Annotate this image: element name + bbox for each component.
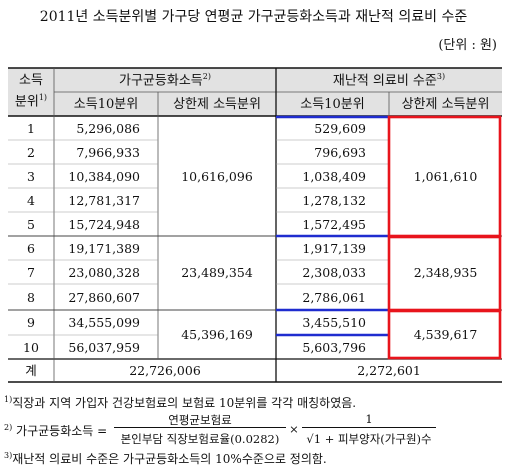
group1-header: 가구균등화소득2) — [119, 72, 211, 89]
subheader-decile-1: 소득10분위 — [73, 97, 139, 112]
subheader-decile-2: 소득10분위 — [300, 97, 365, 112]
cost-value: 1,038,409 — [302, 169, 366, 184]
income-value: 12,781,317 — [68, 193, 140, 208]
decile-label: 3 — [27, 169, 35, 184]
table-grid — [8, 67, 502, 383]
income-value: 19,171,389 — [68, 241, 140, 256]
cost-value: 2,786,061 — [302, 290, 366, 305]
formula-fraction-bar-1 — [114, 427, 286, 428]
cost-value: 1,917,139 — [302, 241, 366, 256]
data-table: 소득 분위1) 가구균등화소득2) 재난적 의료비 수준3) 소득10분위 상한… — [8, 60, 502, 383]
decile-label: 2 — [27, 145, 35, 160]
formula-denominator-1: 본인부담 직장보험료율(0.0282) — [120, 432, 280, 446]
decile-label: 1 — [27, 121, 35, 136]
income-value: 7,966,933 — [76, 145, 140, 160]
row-separators — [8, 139, 389, 336]
table-title: 2011년 소득분위별 가구당 연평균 가구균등화소득과 재난적 의료비 수준 — [39, 9, 468, 25]
blue-highlight-lines — [276, 115, 389, 337]
red-highlight-boxes — [387, 115, 502, 360]
decile-label: 7 — [27, 265, 35, 280]
formula-numerator-2: 1 — [365, 412, 373, 426]
row-header-top: 소득 — [19, 73, 43, 88]
cost-value: 529,609 — [314, 121, 366, 136]
income-bracket-value: 10,616,096 — [181, 169, 253, 184]
subheader-bracket-1: 상한제 소득분위 — [173, 97, 261, 112]
group2-header: 재난적 의료비 수준3) — [332, 72, 446, 89]
formula-denominator-2: √1 + 피부양자(가구원)수 — [306, 432, 432, 446]
unit-note: (단위 : 원) — [438, 38, 497, 53]
cost-bracket-value: 1,061,610 — [413, 169, 478, 184]
total-cost: 2,272,601 — [357, 363, 421, 378]
cost-value: 2,308,033 — [302, 265, 366, 280]
income-value: 56,037,959 — [68, 340, 140, 355]
cost-bracket-value: 2,348,935 — [413, 265, 478, 280]
income-value: 27,860,607 — [68, 290, 140, 305]
cost-value: 796,693 — [314, 145, 366, 160]
income-value: 10,384,090 — [68, 169, 140, 184]
footnote-1: 1)직장과 지역 가입자 건강보험료의 보험료 10분위를 각각 매칭하였음. — [4, 395, 357, 410]
income-value: 15,724,948 — [68, 217, 140, 232]
cost-value: 3,455,510 — [302, 315, 366, 330]
cost-value: 5,603,796 — [302, 340, 366, 355]
decile-label: 8 — [27, 290, 35, 305]
cost-value: 1,572,495 — [302, 217, 366, 232]
formula-fraction-bar-2 — [302, 427, 436, 428]
decile-label: 6 — [27, 241, 35, 256]
cost-bracket-value: 4,539,617 — [413, 327, 478, 342]
subheader-bracket-2: 상한제 소득분위 — [401, 97, 490, 112]
income-value: 5,296,086 — [76, 121, 140, 136]
decile-label: 5 — [27, 217, 35, 232]
decile-label: 10 — [23, 340, 39, 355]
formula-times: × — [289, 422, 299, 436]
income-value: 23,080,328 — [68, 265, 140, 280]
total-income: 22,726,006 — [129, 363, 201, 378]
income-bracket-value: 23,489,354 — [181, 265, 253, 280]
decile-label: 4 — [27, 193, 35, 208]
formula-numerator-1: 연평균보험료 — [168, 413, 232, 427]
footnote-2-label: 2) 가구균등화소득 = — [4, 423, 108, 438]
row-header-bottom: 분위1) — [14, 93, 48, 110]
footnote-3: 3)재난적 의료비 수준은 가구균등화소득의 10%수준으로 정의함. — [4, 451, 327, 466]
decile-label: 9 — [27, 315, 35, 330]
cost-value: 1,278,132 — [302, 193, 366, 208]
income-value: 34,555,099 — [68, 315, 140, 330]
income-bracket-value: 45,396,169 — [181, 327, 253, 342]
total-label: 계 — [25, 363, 37, 378]
